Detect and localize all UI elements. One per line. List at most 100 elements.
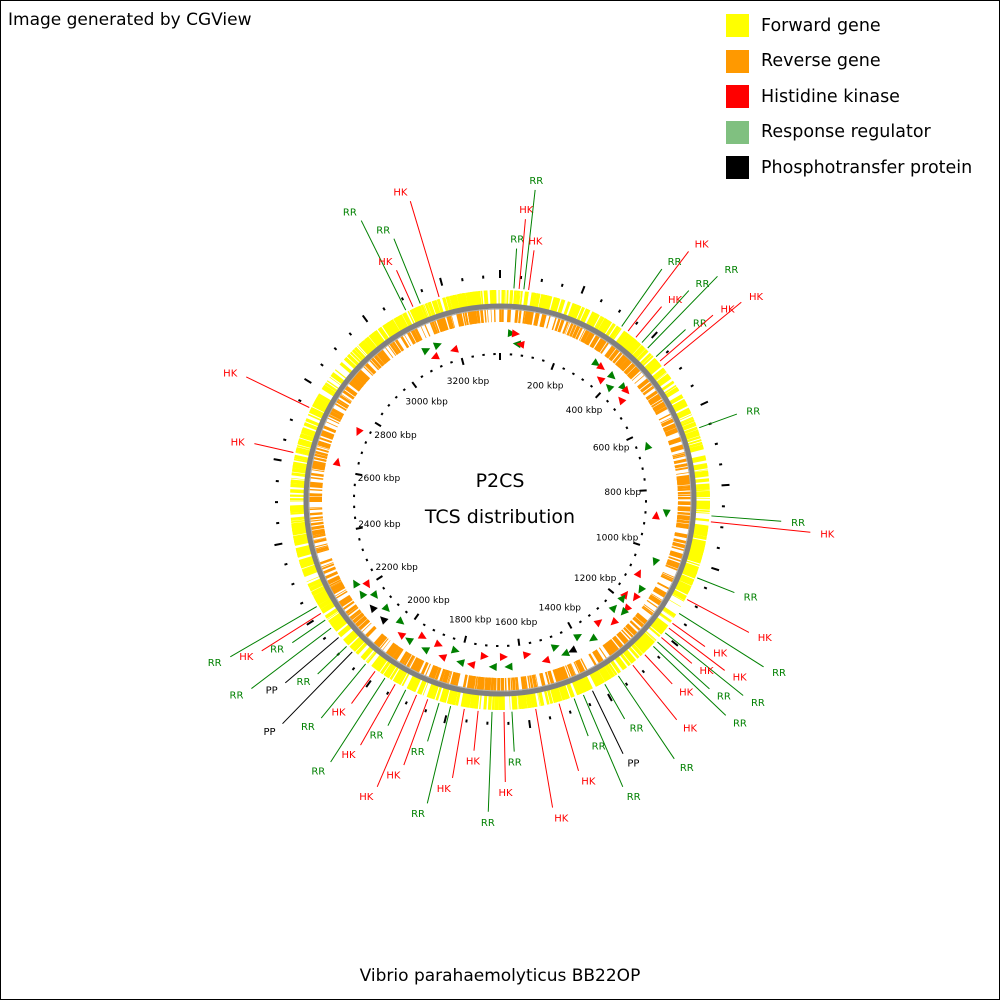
forward-gene <box>537 690 543 706</box>
reverse-gene <box>570 663 577 678</box>
forward-gene <box>652 618 667 632</box>
forward-gene <box>678 416 694 424</box>
forward-gene <box>688 445 704 453</box>
forward-gene <box>690 539 706 547</box>
forward-gene <box>407 310 416 325</box>
ruler-minor-tick <box>358 537 361 541</box>
reverse-gene <box>608 347 620 361</box>
reverse-gene <box>677 492 693 495</box>
reverse-gene <box>607 345 618 359</box>
forward-gene <box>511 694 516 710</box>
ruler-major-tick <box>463 635 468 643</box>
reverse-gene <box>328 581 343 591</box>
reverse-gene <box>676 523 692 528</box>
reverse-gene <box>450 671 457 688</box>
reverse-gene <box>677 481 693 486</box>
forward-gene <box>321 385 337 398</box>
outer-tick <box>386 691 390 696</box>
ruler-tick-label: 1400 kbp <box>539 603 582 613</box>
reverse-gene <box>652 401 667 411</box>
forward-gene <box>683 430 699 437</box>
reverse-gene <box>540 311 545 327</box>
reverse-gene <box>319 562 334 569</box>
reverse-gene <box>308 476 324 480</box>
forward-gene <box>394 316 405 332</box>
ruler-minor-tick <box>638 456 642 460</box>
ruler-minor-tick <box>396 603 400 607</box>
forward-gene <box>291 526 308 533</box>
reverse-gene <box>307 512 323 516</box>
reverse-gene <box>308 523 324 526</box>
ruler-minor-tick <box>429 369 433 373</box>
reverse-gene <box>349 378 362 389</box>
reverse-gene <box>336 594 351 606</box>
reverse-gene <box>559 666 567 682</box>
reverse-gene <box>416 660 424 675</box>
feature-leader-line <box>251 627 332 689</box>
forward-gene <box>491 694 495 710</box>
forward-gene <box>644 630 656 642</box>
reverse-gene <box>439 316 446 332</box>
reverse-gene <box>660 575 675 584</box>
forward-gene <box>672 401 687 411</box>
forward-gene <box>689 544 705 551</box>
reverse-gene <box>657 582 672 591</box>
reverse-gene <box>676 474 692 479</box>
forward-gene <box>693 470 709 476</box>
reverse-gene <box>484 307 487 323</box>
forward-gene <box>290 516 306 521</box>
reverse-gene <box>424 663 431 678</box>
feature-label-rr: RR <box>724 265 738 276</box>
position-ruler: 200 kbp 400 kbp 600 kbp 800 kbp 1000 kbp 1200… <box>353 353 648 647</box>
forward-gene <box>340 361 354 374</box>
reverse-gene <box>441 669 449 685</box>
forward-gene <box>647 625 661 638</box>
forward-gene <box>608 325 620 340</box>
reverse-gene <box>411 327 421 342</box>
reverse-gene <box>476 676 481 692</box>
reverse-gene <box>672 452 688 458</box>
reverse-gene <box>315 439 331 448</box>
forward-gene <box>680 569 697 579</box>
reverse-gene <box>478 676 483 693</box>
forward-gene <box>442 687 450 703</box>
reverse-gene <box>562 319 570 334</box>
feature-label-hk: HK <box>721 305 736 316</box>
legend-swatch <box>726 14 749 38</box>
reverse-gene <box>486 307 489 323</box>
reverse-gene <box>620 357 633 371</box>
tcs-markers <box>332 329 671 671</box>
forward-gene <box>301 564 317 570</box>
reverse-gene <box>558 667 566 683</box>
reverse-gene <box>307 507 323 511</box>
forward-gene <box>445 296 453 312</box>
forward-gene <box>636 636 650 651</box>
forward-gene <box>623 648 636 663</box>
forward-gene <box>294 456 310 462</box>
tcs-marker-rr <box>591 358 600 367</box>
forward-gene <box>303 422 319 431</box>
ruler-tick-label: 1800 kbp <box>449 615 492 625</box>
feature-leader-line <box>582 694 624 788</box>
reverse-gene <box>566 664 575 679</box>
outer-tick <box>560 283 564 288</box>
reverse-gene <box>675 524 692 530</box>
forward-gene <box>522 693 528 709</box>
feature-label-rr: RR <box>717 692 731 703</box>
forward-gene <box>397 670 406 684</box>
reverse-gene <box>593 650 603 665</box>
feature-leader-line <box>292 619 326 644</box>
forward-gene <box>318 393 333 403</box>
forward-gene <box>382 324 393 339</box>
reverse-gene <box>648 596 663 607</box>
reverse-gene <box>612 350 625 364</box>
forward-gene <box>303 568 318 576</box>
forward-gene <box>653 370 667 382</box>
reverse-gene <box>307 507 323 509</box>
ruler-minor-tick <box>361 548 365 552</box>
forward-gene <box>574 678 584 694</box>
feature-leader-line <box>635 306 662 338</box>
reverse-gene <box>673 458 690 465</box>
reverse-gene <box>566 320 574 336</box>
forward-gene <box>605 323 616 338</box>
